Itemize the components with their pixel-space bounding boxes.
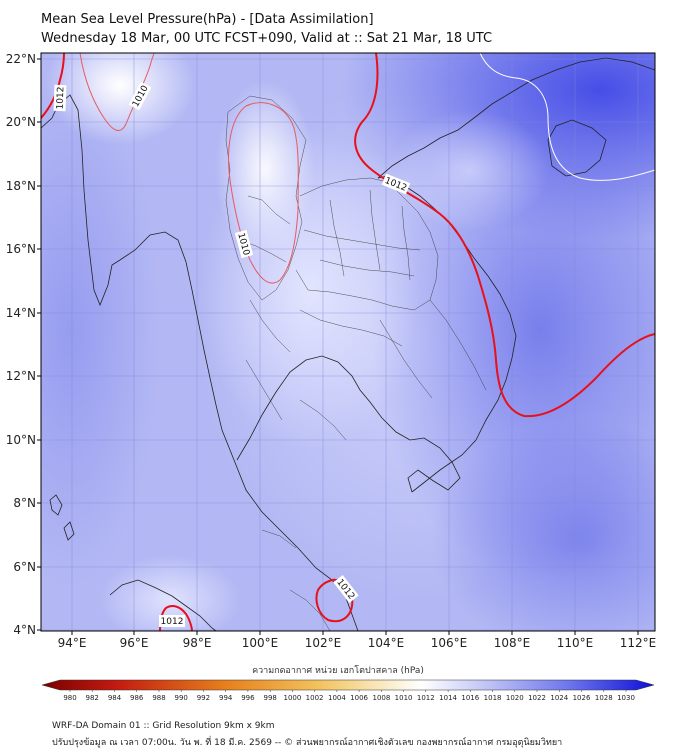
svg-text:1012: 1012 (161, 617, 184, 627)
colorbar-tick-label: 988 (152, 694, 165, 702)
colorbar-tick-label: 1000 (283, 694, 301, 702)
lat-tick-label: 16°N (6, 242, 36, 256)
colorbar-tick-label: 1014 (439, 694, 457, 702)
footer-model-info: WRF-DA Domain 01 :: Grid Resolution 9km … (52, 721, 275, 731)
isobar-1012-east (354, 53, 655, 418)
colorbar-tick-label: 992 (197, 694, 210, 702)
lat-tick-label: 20°N (6, 115, 36, 129)
colorbar-tick-label: 1002 (306, 694, 324, 702)
colorbar-tick-label: 1012 (417, 694, 435, 702)
colorbar-tick-label: 1004 (328, 694, 346, 702)
colorbar-tick-label: 990 (175, 694, 188, 702)
colorbar-tick-label: 1026 (573, 694, 591, 702)
map-frame (40, 52, 656, 632)
lon-tick-label: 102°E (305, 636, 342, 650)
colorbar-tick-label: 1018 (484, 694, 502, 702)
colorbar-tick-label: 1006 (350, 694, 368, 702)
map-title: Mean Sea Level Pressure(hPa) - [Data Ass… (41, 12, 374, 27)
lat-tick-label: 12°N (6, 369, 36, 383)
colorbar-tick-label: 986 (130, 694, 144, 702)
lon-tick-label: 106°E (431, 636, 468, 650)
map-subtitle: Wednesday 18 Mar, 00 UTC FCST+090, Valid… (41, 31, 493, 46)
lon-tick-label: 112°E (620, 636, 657, 650)
isobar-1010-north (228, 102, 299, 284)
isobar-1010-northwest (79, 53, 155, 132)
colorbar-tick-label: 1020 (506, 694, 524, 702)
colorbar-labels: 980 982 984 986 988 990 992 994 996 998 1000 1002 10… (63, 690, 635, 702)
footer-credit: ปรับปรุงข้อมูล ณ เวลา 07:00น. วัน พ. ที่… (52, 738, 563, 748)
colorbar-tick-label: 984 (108, 694, 122, 702)
svg-text:1012: 1012 (56, 86, 67, 109)
lon-tick-labels: 94°E 96°E 98°E 100°E 102°E 104°E 106°E 1… (58, 636, 657, 650)
isobar-1012-northwest (41, 53, 65, 119)
colorbar: 980 982 984 986 988 990 992 994 996 998 1000 1002 10… (41, 679, 655, 702)
colorbar-tick-label: 1010 (395, 694, 413, 702)
lon-tick-label: 108°E (494, 636, 531, 650)
isobar-1014-northeast (479, 53, 655, 181)
isobars (41, 53, 655, 631)
colorbar-tick-label: 1030 (617, 694, 635, 702)
contour-label-1012-nw: 1012 (53, 84, 67, 112)
lat-tick-labels: 22°N 20°N 18°N 16°N 14°N 12°N 10°N 8°N 6… (6, 52, 36, 637)
colorbar-tick-label: 1028 (595, 694, 613, 702)
lon-tick-label: 94°E (58, 636, 87, 650)
contour-label-1012-sw: 1012 (159, 615, 185, 627)
map-area: 1012 1010 1012 1010 1012 1012 (41, 53, 655, 631)
lon-tick-label: 100°E (242, 636, 279, 650)
lat-tick-label: 4°N (13, 623, 36, 637)
colorbar-tick-label: 1024 (550, 694, 568, 702)
colorbar-tick-label: 1022 (528, 694, 546, 702)
colorbar-tick-label: 998 (264, 694, 277, 702)
colorbar-ramp (41, 679, 655, 691)
lon-tick-label: 96°E (120, 636, 149, 650)
lat-tick-label: 10°N (6, 433, 36, 447)
colorbar-tick-label: 1016 (461, 694, 479, 702)
lat-tick-label: 8°N (13, 496, 36, 510)
colorbar-tick-label: 982 (86, 694, 99, 702)
lon-tick-label: 98°E (183, 636, 212, 650)
graticule (41, 53, 655, 631)
lat-tick-label: 22°N (6, 52, 36, 66)
tick-marks (37, 58, 639, 635)
colorbar-tick-label: 996 (241, 694, 255, 702)
lat-tick-label: 6°N (13, 560, 36, 574)
admin-borders (225, 95, 487, 631)
colorbar-title: ความกดอากาศ หน่วย เฮกโตปาสคาล (hPa) (252, 665, 424, 676)
colorbar-tick-label: 994 (219, 694, 233, 702)
lon-tick-label: 104°E (368, 636, 405, 650)
lat-tick-label: 18°N (6, 179, 36, 193)
coastlines (41, 57, 655, 631)
colorbar-tick-label: 980 (63, 694, 76, 702)
lon-tick-label: 110°E (557, 636, 594, 650)
colorbar-tick-label: 1008 (372, 694, 390, 702)
lat-tick-label: 14°N (6, 306, 36, 320)
